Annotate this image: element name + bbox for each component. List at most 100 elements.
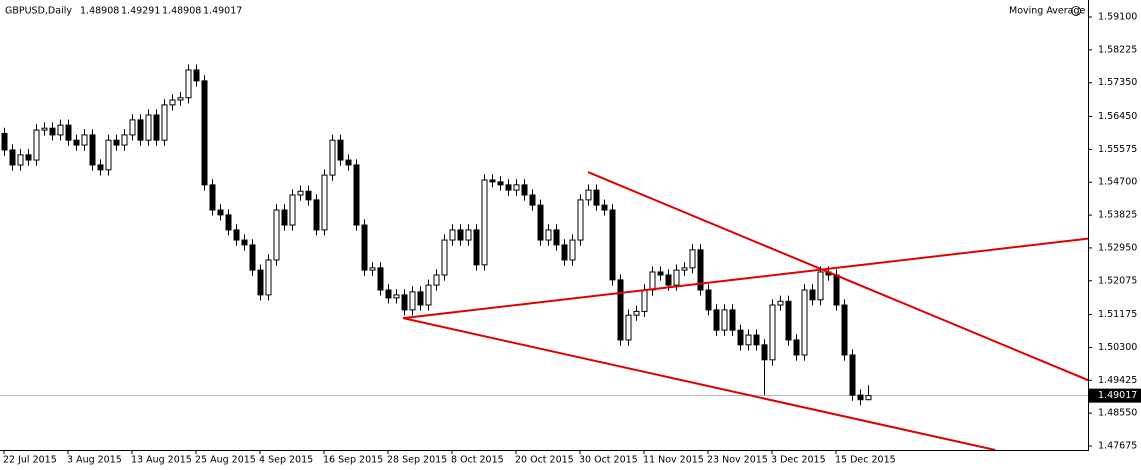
indicator-icon[interactable] xyxy=(1071,6,1081,16)
candle-body xyxy=(521,184,528,196)
x-tick-label: 30 Oct 2015 xyxy=(579,455,638,466)
x-tick-label: 15 Dec 2015 xyxy=(835,455,896,466)
candle-body xyxy=(217,209,224,216)
candle-body xyxy=(785,300,792,341)
candle-body xyxy=(609,209,616,281)
candle-body xyxy=(385,289,392,299)
candle-body xyxy=(657,271,664,276)
candle-body xyxy=(209,184,216,211)
candle-body xyxy=(801,289,808,356)
candle-body xyxy=(25,154,32,161)
candle-body xyxy=(105,139,112,171)
candle-body xyxy=(529,194,536,206)
candle-body xyxy=(409,291,416,311)
y-tick-label: 1.49425 xyxy=(1098,375,1137,386)
candle-body xyxy=(401,294,408,311)
candle-body xyxy=(473,229,480,266)
candle-body xyxy=(49,127,56,136)
candle-body xyxy=(865,395,872,401)
candle-body xyxy=(145,114,152,141)
chart-title: GBPUSD,Daily xyxy=(5,6,72,17)
candle-body xyxy=(337,139,344,161)
candle-body xyxy=(1,132,8,151)
candle-body xyxy=(625,314,632,341)
x-tick-label: 22 Jul 2015 xyxy=(3,455,57,466)
candle-body xyxy=(513,184,520,191)
candle-body xyxy=(793,339,800,356)
candle-body xyxy=(809,289,816,301)
candle-body xyxy=(289,194,296,226)
candle-body xyxy=(585,189,592,201)
candle-body xyxy=(777,300,784,306)
candle-body xyxy=(633,310,640,316)
candle-body xyxy=(841,304,848,356)
candle-body xyxy=(193,69,200,82)
y-tick-label: 1.47675 xyxy=(1098,441,1137,452)
y-tick-label: 1.56450 xyxy=(1098,111,1137,122)
x-tick-label: 13 Aug 2015 xyxy=(131,455,192,466)
y-tick-label: 1.52950 xyxy=(1098,242,1137,253)
x-tick-label: 8 Oct 2015 xyxy=(451,455,504,466)
candle-body xyxy=(185,69,192,99)
y-tick-label: 1.59100 xyxy=(1098,12,1137,23)
x-tick-label: 25 Aug 2015 xyxy=(195,455,256,466)
candle-body xyxy=(593,189,600,206)
candle-body xyxy=(705,289,712,311)
candle-body xyxy=(249,244,256,271)
candle-body xyxy=(601,204,608,211)
candle-body xyxy=(689,249,696,269)
candle-body xyxy=(177,97,184,101)
y-tick-label: 1.55575 xyxy=(1098,144,1137,155)
candle-body xyxy=(129,119,136,136)
trend-line xyxy=(402,317,996,450)
candle-body xyxy=(33,129,40,161)
candle-body xyxy=(665,274,672,286)
candle-body xyxy=(849,354,856,396)
candle-body xyxy=(313,199,320,231)
candle-body xyxy=(649,271,656,291)
candle-body xyxy=(273,209,280,261)
header-ohlc: 1.48908 xyxy=(80,6,119,17)
candle-body xyxy=(201,80,208,186)
candle-body xyxy=(97,164,104,171)
candle-body xyxy=(713,309,720,331)
trend-line xyxy=(403,237,1088,320)
y-tick-label: 1.52075 xyxy=(1098,275,1137,286)
candle-body xyxy=(857,394,864,401)
y-tick-label: 1.54700 xyxy=(1098,177,1137,188)
candle-body xyxy=(737,329,744,346)
candle-body xyxy=(361,224,368,271)
trend-line xyxy=(587,171,1088,382)
candle-body xyxy=(553,229,560,246)
x-tick-label: 11 Nov 2015 xyxy=(643,455,704,466)
candle-body xyxy=(425,284,432,306)
candle-body xyxy=(225,214,232,231)
candle-body xyxy=(697,249,704,291)
candle-body xyxy=(137,119,144,141)
candle-body xyxy=(9,149,16,166)
candle-body xyxy=(153,114,160,141)
candle-body xyxy=(497,181,504,186)
y-tick-label: 1.57350 xyxy=(1098,77,1137,88)
x-tick-label: 4 Sep 2015 xyxy=(259,455,313,466)
candle-body xyxy=(577,199,584,241)
candle-body xyxy=(489,179,496,183)
x-tick-label: 28 Sep 2015 xyxy=(387,455,447,466)
x-tick-label: 20 Oct 2015 xyxy=(515,455,574,466)
candle-body xyxy=(617,279,624,341)
candle-body xyxy=(673,269,680,286)
candle-body xyxy=(545,229,552,241)
candle-body xyxy=(641,289,648,312)
y-tick-label: 1.58225 xyxy=(1098,44,1137,55)
indicator-label: Moving Average xyxy=(1009,6,1086,17)
candle-body xyxy=(449,229,456,241)
candle-body xyxy=(769,304,776,361)
candle-body xyxy=(377,267,384,291)
candle-body xyxy=(257,269,264,296)
last-price-label: 1.49017 xyxy=(1098,390,1137,401)
candle-body xyxy=(305,190,312,201)
candle-body xyxy=(505,184,512,191)
candle-body xyxy=(41,127,48,131)
